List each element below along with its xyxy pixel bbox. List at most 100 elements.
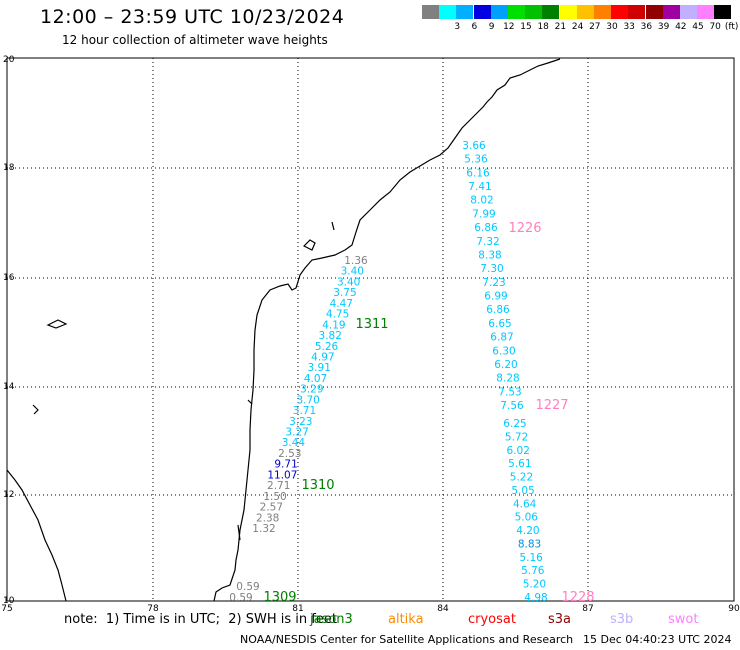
wave-height-label: 4.97 xyxy=(311,351,334,363)
credit-line: NOAA/NESDIS Center for Satellite Applica… xyxy=(240,633,574,646)
legend-label: 15 xyxy=(520,22,532,32)
legend-label: 21 xyxy=(554,22,567,32)
wave-height-label: 5.22 xyxy=(510,472,533,484)
lon-tick-label: 78 xyxy=(147,604,159,614)
legend-swatch xyxy=(508,5,525,19)
wave-height-label: 3.75 xyxy=(333,287,356,299)
legend-swatch xyxy=(542,5,560,19)
island-small xyxy=(32,404,39,415)
lat-tick-label: 16 xyxy=(3,273,15,283)
wave-height-label: 4.07 xyxy=(304,373,327,385)
legend-label: 33 xyxy=(623,22,635,32)
footer-note: note: 1) Time is in UTC; 2) SWH is in fe… xyxy=(64,612,337,627)
legend-label: 6 xyxy=(471,22,478,32)
wave-height-label: 5.20 xyxy=(523,579,546,591)
wave-height-label: 2.53 xyxy=(278,448,301,460)
generated-timestamp: 15 Dec 04:40:23 UTC 2024 xyxy=(583,633,732,646)
wave-height-label: 4.47 xyxy=(330,298,353,310)
wave-height-label: 6.16 xyxy=(466,167,490,179)
wave-height-label: 6.99 xyxy=(484,291,507,303)
wave-height-label: 5.36 xyxy=(464,154,488,166)
wave-height-label: 1.50 xyxy=(263,491,286,503)
coastline-west xyxy=(6,469,67,602)
map-grid xyxy=(7,58,734,601)
wave-height-label: 4.20 xyxy=(516,525,539,537)
legend-swatch xyxy=(559,5,577,19)
pass-time-label: 1310 xyxy=(301,478,334,493)
wave-height-label: 1.36 xyxy=(344,255,368,267)
legend-swatch xyxy=(473,5,491,19)
wave-height-label: 6.20 xyxy=(494,359,517,371)
legend-swatch xyxy=(662,5,680,19)
wave-height-label: 4.19 xyxy=(322,319,345,331)
map-subtitle: 12 hour collection of altimeter wave hei… xyxy=(62,33,328,47)
legend-swatch xyxy=(490,5,508,19)
island-coast-a xyxy=(247,399,253,405)
wave-height-label: 6.25 xyxy=(503,418,526,430)
satellite-name: s3a xyxy=(548,612,572,627)
legend-swatch xyxy=(576,5,594,19)
wave-height-label: 0.59 xyxy=(229,592,252,604)
wave-height-label: 5.06 xyxy=(515,512,539,524)
island-north xyxy=(331,221,335,231)
legend-label: 9 xyxy=(488,22,495,32)
legend-swatch xyxy=(456,5,474,19)
wave-height-label: 5.26 xyxy=(315,341,339,353)
wave-height-label: 2.57 xyxy=(260,502,283,514)
wave-height-label: 7.53 xyxy=(498,386,521,398)
wave-height-label: 3.40 xyxy=(341,266,364,278)
wave-height-label: 4.98 xyxy=(524,592,547,604)
wave-height-label: 3.66 xyxy=(462,140,486,152)
legend-swatch xyxy=(697,5,715,19)
wave-height-label: 2.38 xyxy=(256,512,279,524)
lon-tick-label: 84 xyxy=(437,604,449,614)
pass-time-label: 1311 xyxy=(355,317,388,332)
wave-height-label: 5.72 xyxy=(505,431,528,443)
wave-height-label: 6.30 xyxy=(492,345,515,357)
satellite-name: s3b xyxy=(610,612,634,627)
legend-label: 30 xyxy=(606,22,618,32)
wave-height-label: 3.82 xyxy=(319,330,342,342)
wave-height-label: 6.86 xyxy=(474,222,498,234)
pass-time-label: 1228 xyxy=(561,590,594,605)
wave-height-label: 3.71 xyxy=(293,405,316,417)
wave-height-label: 4.64 xyxy=(513,498,537,510)
legend-label: 36 xyxy=(640,22,653,32)
wave-height-label: 8.83 xyxy=(518,538,541,550)
lon-tick-label: 90 xyxy=(728,604,740,614)
wave-height-label: 4.75 xyxy=(326,309,349,321)
map-title: 12:00 – 23:59 UTC 10/23/2024 xyxy=(40,6,345,28)
wave-height-label: 5.76 xyxy=(521,565,545,577)
satellite-name: swot xyxy=(668,612,699,627)
satellite-name: altika xyxy=(388,612,424,627)
wave-height-label: 3.27 xyxy=(285,427,308,439)
lon-tick-label: 81 xyxy=(292,604,303,614)
wave-height-label: 6.86 xyxy=(486,304,510,316)
legend-label: 45 xyxy=(692,22,704,32)
pass-time-label: 1309 xyxy=(263,590,296,605)
wave-height-label: 3.23 xyxy=(289,416,312,428)
legend-swatch xyxy=(714,5,732,19)
lat-tick-label: 10 xyxy=(3,596,15,606)
wave-height-label: 7.56 xyxy=(500,400,524,412)
lat-tick-label: 18 xyxy=(3,163,15,173)
wave-height-label: 6.65 xyxy=(488,318,511,330)
legend-label: 27 xyxy=(589,22,601,32)
legend-swatch xyxy=(422,5,439,19)
legend-label: 12 xyxy=(503,22,515,32)
wave-height-label: 0.59 xyxy=(236,581,259,593)
legend-unit: (ft) xyxy=(724,22,739,32)
wave-height-label: 5.05 xyxy=(511,485,534,497)
island-west xyxy=(46,319,68,329)
legend-label: 24 xyxy=(571,22,584,32)
wave-height-label: 7.23 xyxy=(482,277,505,289)
legend-swatch xyxy=(645,5,663,19)
wave-height-label: 6.87 xyxy=(490,332,513,344)
coastline xyxy=(6,58,561,602)
wave-height-label: 8.28 xyxy=(496,373,519,385)
legend-swatch xyxy=(680,5,697,19)
wave-height-label: 3.70 xyxy=(296,394,319,406)
wave-height-label: 9.71 xyxy=(274,459,297,471)
legend-swatch xyxy=(611,5,629,19)
wave-height-label: 3.29 xyxy=(300,384,323,396)
